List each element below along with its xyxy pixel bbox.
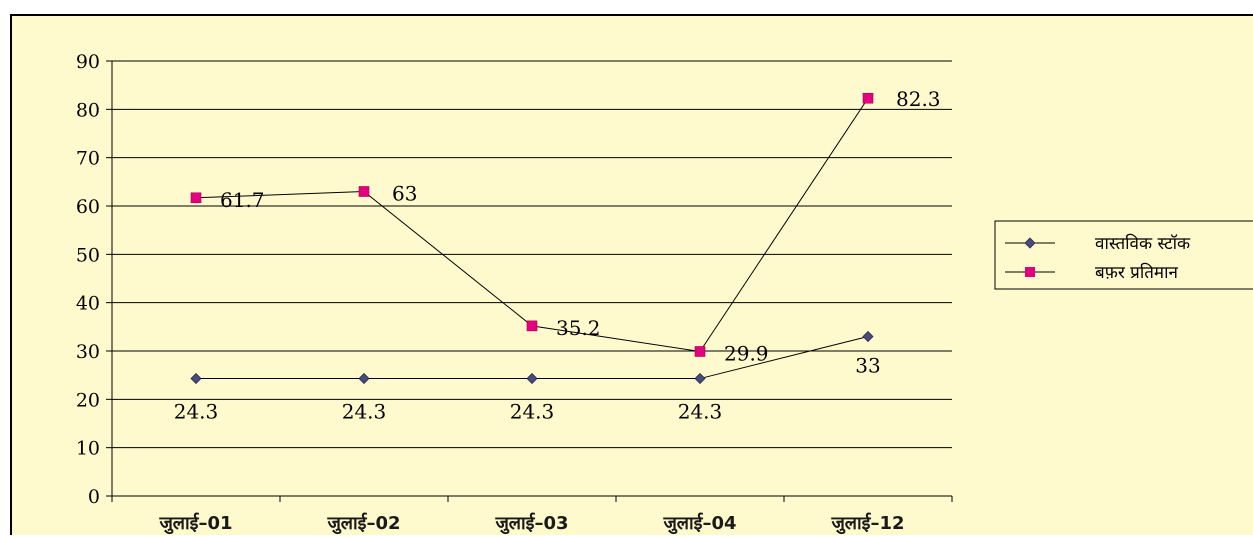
y-tick-label: 50 <box>76 244 100 266</box>
x-tick-label: जुलाई–01 <box>158 512 232 535</box>
data-label: 24.3 <box>342 400 387 424</box>
data-point <box>694 346 706 357</box>
y-tick-label: 30 <box>76 341 100 363</box>
data-point <box>358 372 370 385</box>
data-label: 29.9 <box>724 341 769 365</box>
legend-label: बफ़र प्रतिमान <box>1095 262 1179 283</box>
data-label: 24.3 <box>174 400 219 424</box>
data-point <box>190 192 202 204</box>
data-point <box>358 186 370 197</box>
data-point <box>862 92 874 104</box>
x-tick-label: जुलाई–03 <box>494 512 568 535</box>
y-tick-label: 40 <box>76 293 100 315</box>
data-point <box>862 330 874 343</box>
y-tick-label: 90 <box>76 51 100 73</box>
y-tick-label: 80 <box>76 99 100 121</box>
data-label: 82.3 <box>896 87 941 111</box>
data-label: 63 <box>392 182 417 206</box>
data-point <box>694 372 706 385</box>
line-chart: 0 10 20 30 40 50 60 70 80 90 जुलाई–01 जुलाई–02 जुलाई… <box>76 51 1253 535</box>
data-label: 61.7 <box>220 188 265 212</box>
legend-box <box>994 220 1253 290</box>
x-tick-label: जुलाई–02 <box>326 512 400 535</box>
chart-frame: 0 10 20 30 40 50 60 70 80 90 जुलाई–01 जुलाई–02 जुलाई… <box>10 14 1253 535</box>
y-tick-label: 10 <box>76 438 100 460</box>
plot-area: 0 10 20 30 40 50 60 70 80 90 जुलाई–01 जुलाई–02 जुलाई… <box>76 51 953 535</box>
legend-marker <box>1025 267 1035 277</box>
data-point <box>190 372 202 385</box>
legend-label: वास्तविक स्टॉक <box>1095 233 1191 254</box>
y-tick-label: 60 <box>76 196 100 218</box>
data-label: 24.3 <box>510 400 555 424</box>
x-tick-label: जुलाई–04 <box>662 512 736 535</box>
y-tick-label: 0 <box>88 486 100 508</box>
data-label: 33 <box>855 354 880 378</box>
data-point <box>526 320 538 332</box>
x-tick-label: जुलाई–12 <box>830 512 904 535</box>
legend-marker <box>1024 237 1036 249</box>
data-point <box>526 372 538 385</box>
y-tick-label: 20 <box>76 389 100 411</box>
data-label: 35.2 <box>556 316 601 340</box>
legend: वास्तविक स्टॉक बफ़र प्रतिमान <box>994 220 1253 290</box>
series-line <box>195 97 869 353</box>
data-label: 24.3 <box>678 400 723 424</box>
y-tick-label: 70 <box>76 148 100 170</box>
